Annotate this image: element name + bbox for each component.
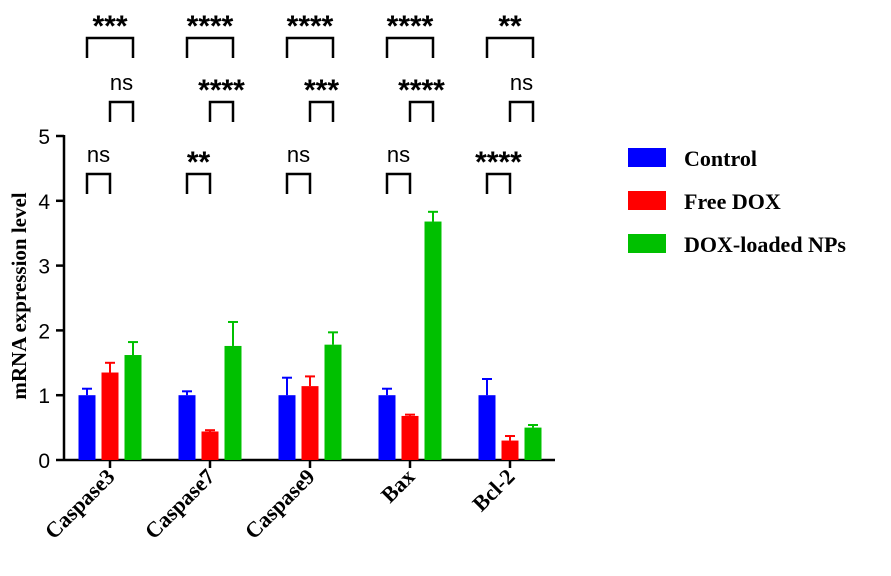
significance-bracket bbox=[508, 100, 535, 122]
x-category-label: Caspase9 bbox=[240, 464, 320, 544]
legend-swatch bbox=[628, 234, 666, 253]
significance-label: **** bbox=[198, 74, 245, 107]
significance-bracket bbox=[285, 172, 312, 194]
bar bbox=[124, 355, 142, 460]
significance-label: **** bbox=[287, 10, 334, 43]
significance-label: **** bbox=[387, 10, 434, 43]
y-axis-title: mRNA expression level bbox=[7, 192, 31, 399]
significance-label: ns bbox=[510, 70, 533, 95]
significance-label: ns bbox=[387, 142, 410, 167]
significance-bracket bbox=[185, 172, 212, 194]
significance-label: ** bbox=[498, 10, 522, 43]
significance-bracket bbox=[85, 172, 112, 194]
legend-label: Control bbox=[684, 146, 757, 171]
x-category-label: Caspase3 bbox=[40, 464, 120, 544]
plot-area: 0 1 2 3 4 5 Caspase3 Caspase7 Caspase9 Bax Bcl-2 **… bbox=[38, 10, 555, 544]
x-category-label: Bcl-2 bbox=[467, 464, 519, 516]
bar bbox=[101, 372, 119, 460]
y-tick-label: 1 bbox=[38, 385, 50, 408]
bar bbox=[478, 395, 496, 460]
significance-bracket bbox=[485, 36, 535, 58]
bar bbox=[78, 395, 96, 460]
significance-label: *** bbox=[92, 10, 127, 43]
significance-bracket bbox=[308, 100, 335, 122]
significance-label: ns bbox=[287, 142, 310, 167]
significance-label: **** bbox=[187, 10, 234, 43]
bar bbox=[524, 427, 542, 460]
y-tick-label: 0 bbox=[38, 450, 50, 473]
significance-bracket bbox=[108, 100, 135, 122]
significance-label: **** bbox=[398, 74, 445, 107]
bar bbox=[178, 395, 196, 460]
bar bbox=[224, 345, 242, 460]
significance-bracket bbox=[208, 100, 235, 122]
x-category-label: Bax bbox=[376, 464, 420, 508]
bar bbox=[201, 431, 219, 460]
y-tick-label: 2 bbox=[38, 320, 50, 343]
significance-bracket bbox=[85, 36, 135, 58]
significance-bracket bbox=[385, 36, 435, 58]
significance-bracket bbox=[285, 36, 335, 58]
bar bbox=[324, 344, 342, 460]
significance-label: ns bbox=[87, 142, 110, 167]
bar bbox=[278, 395, 296, 460]
significance-label: *** bbox=[304, 74, 339, 107]
significance-bracket bbox=[408, 100, 435, 122]
significance-label: **** bbox=[475, 146, 522, 179]
y-tick-label: 3 bbox=[38, 256, 50, 279]
legend-label: DOX-loaded NPs bbox=[684, 232, 846, 257]
y-tick-label: 4 bbox=[38, 191, 50, 214]
legend-swatch bbox=[628, 148, 666, 167]
significance-label: ** bbox=[187, 146, 211, 179]
bar bbox=[401, 415, 419, 460]
bar bbox=[378, 395, 396, 460]
legend-swatch bbox=[628, 191, 666, 210]
significance-label: ns bbox=[110, 70, 133, 95]
legend: Control Free DOX DOX-loaded NPs bbox=[628, 146, 846, 257]
bar bbox=[301, 386, 319, 460]
x-category-label: Caspase7 bbox=[140, 464, 220, 544]
y-tick-label: 5 bbox=[38, 126, 50, 149]
significance-bracket bbox=[485, 172, 512, 194]
bar bbox=[424, 221, 442, 460]
significance-bracket bbox=[385, 172, 412, 194]
legend-label: Free DOX bbox=[684, 189, 781, 214]
bar bbox=[501, 440, 519, 460]
significance-bracket bbox=[185, 36, 235, 58]
